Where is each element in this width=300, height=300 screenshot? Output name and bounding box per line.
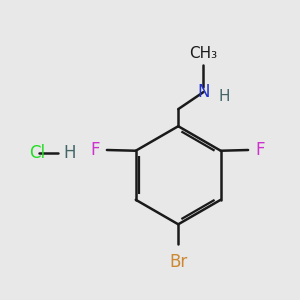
Text: F: F (90, 141, 100, 159)
Text: Br: Br (169, 253, 188, 271)
Text: H: H (64, 144, 76, 162)
Text: CH₃: CH₃ (189, 46, 218, 61)
Text: H: H (218, 89, 230, 104)
Text: F: F (256, 141, 265, 159)
Text: N: N (197, 83, 210, 101)
Text: Cl: Cl (30, 144, 46, 162)
